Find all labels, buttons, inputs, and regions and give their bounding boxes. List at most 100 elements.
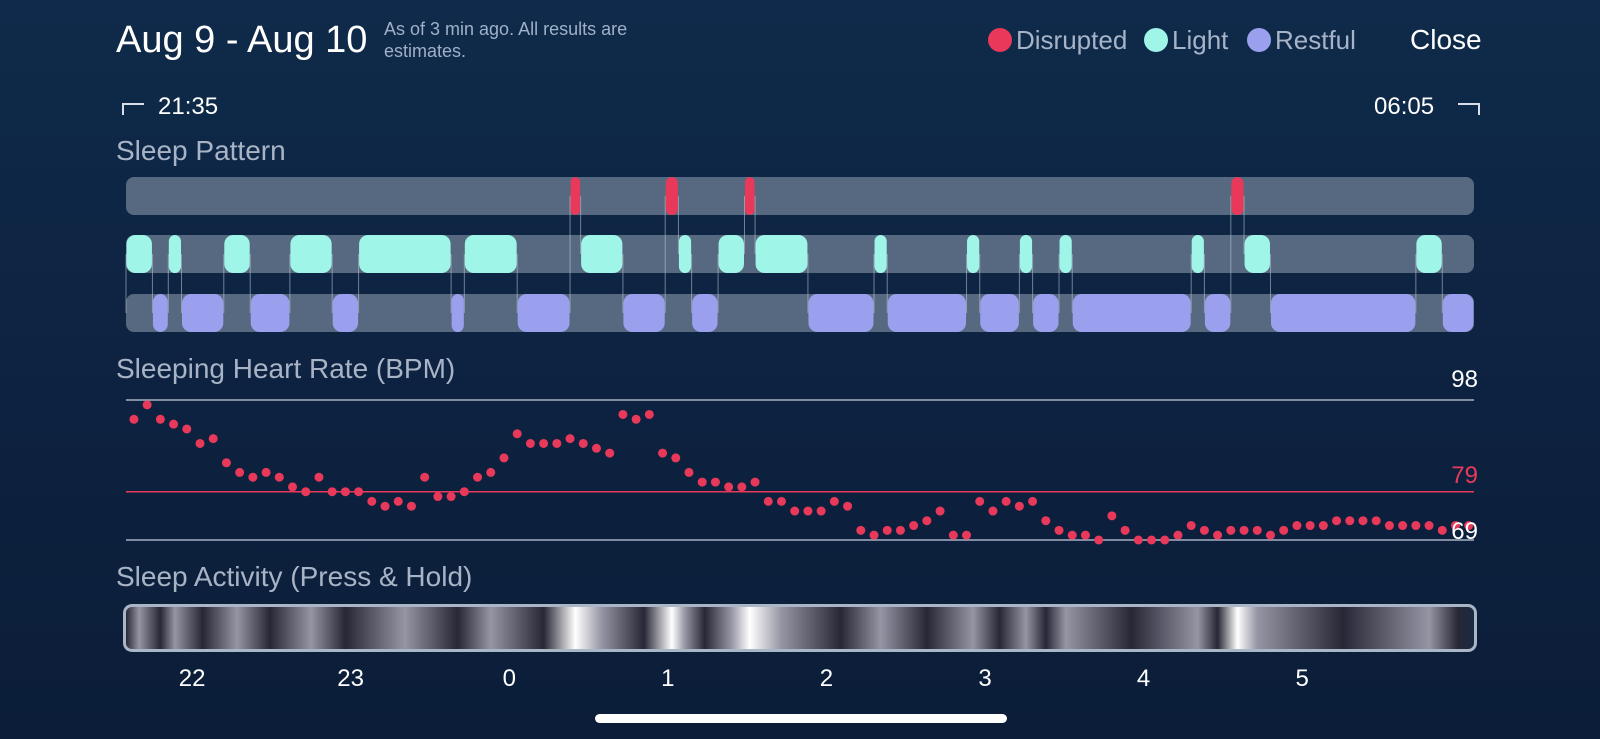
sleep-segment-light bbox=[678, 235, 692, 273]
heart-rate-point bbox=[1067, 530, 1077, 540]
heart-rate-point bbox=[565, 434, 575, 444]
hr-min-label: 69 bbox=[1451, 518, 1478, 545]
heart-rate-point bbox=[856, 525, 866, 535]
heart-rate-point bbox=[1080, 530, 1090, 540]
heart-rate-point bbox=[327, 487, 337, 497]
heart-rate-point bbox=[895, 525, 905, 535]
sleep-segment-light bbox=[1019, 235, 1033, 273]
heart-rate-point bbox=[1173, 530, 1183, 540]
sleep-segment-disrupted bbox=[570, 177, 581, 215]
heart-rate-point bbox=[1094, 535, 1104, 545]
heart-rate-point bbox=[1358, 516, 1368, 526]
sleep-segment-disrupted bbox=[665, 177, 678, 215]
heart-rate-point bbox=[552, 438, 562, 448]
sleep-segment-light bbox=[967, 235, 980, 273]
heart-rate-title: Sleeping Heart Rate (BPM) bbox=[116, 353, 456, 384]
heart-rate-point bbox=[578, 438, 588, 448]
heart-rate-point bbox=[129, 414, 139, 424]
heart-rate-point bbox=[314, 472, 324, 482]
sleep-segment-light bbox=[581, 235, 623, 273]
heart-rate-point bbox=[816, 506, 826, 516]
sleep-segment-restful bbox=[887, 294, 967, 332]
heart-rate-point bbox=[935, 506, 945, 516]
hour-tick-label: 23 bbox=[337, 665, 365, 692]
sleep-segment-restful bbox=[332, 294, 359, 332]
heart-rate-point bbox=[393, 496, 403, 506]
heart-rate-point bbox=[1028, 496, 1038, 506]
sleep-segment-disrupted bbox=[1231, 177, 1244, 215]
heart-rate-point bbox=[737, 482, 747, 492]
hour-tick-label: 1 bbox=[661, 665, 675, 692]
heart-rate-point bbox=[763, 496, 773, 506]
hour-tick-label: 4 bbox=[1136, 665, 1151, 692]
heart-rate-point bbox=[1371, 516, 1381, 526]
sleep-segment-restful bbox=[808, 294, 874, 332]
heart-rate-point bbox=[354, 487, 364, 497]
estimate-note: As of 3 min ago. All results are estimat… bbox=[384, 19, 628, 61]
heart-rate-point bbox=[1147, 535, 1157, 545]
sleep-segment-light bbox=[755, 235, 808, 273]
sleep-segment-restful bbox=[623, 294, 665, 332]
heart-rate-point bbox=[1001, 496, 1011, 506]
legend-disrupted: Disrupted bbox=[988, 24, 1127, 56]
heart-rate-point bbox=[671, 453, 681, 463]
heart-rate-point bbox=[618, 409, 628, 419]
sleep-segment-light bbox=[718, 235, 744, 273]
heart-rate-point bbox=[1464, 521, 1474, 531]
heart-rate-point bbox=[975, 496, 985, 506]
sleep-segment-restful bbox=[1270, 294, 1416, 332]
heart-rate-point bbox=[1252, 525, 1262, 535]
heart-rate-point bbox=[605, 448, 615, 458]
sleep-activity-title: Sleep Activity (Press & Hold) bbox=[116, 561, 473, 592]
sleep-segment-light bbox=[290, 235, 332, 273]
sleep-segment-restful bbox=[517, 294, 570, 332]
heart-rate-point bbox=[1041, 516, 1051, 526]
sleep-segment-restful bbox=[1204, 294, 1231, 332]
heart-rate-point bbox=[539, 438, 549, 448]
hour-tick-label: 5 bbox=[1295, 665, 1309, 692]
sleep-segment-restful bbox=[451, 294, 464, 332]
sleep-segment-restful bbox=[182, 294, 224, 332]
sleep-segment-light bbox=[168, 235, 182, 273]
heart-rate-point bbox=[869, 530, 879, 540]
heart-rate-point bbox=[340, 487, 350, 497]
hr-avg-label: 79 bbox=[1451, 462, 1478, 489]
heart-rate-point bbox=[988, 506, 998, 516]
heart-rate-point bbox=[499, 453, 509, 463]
heart-rate-point bbox=[446, 492, 456, 502]
heart-rate-point bbox=[843, 501, 853, 511]
close-button[interactable]: Close bbox=[1410, 24, 1482, 55]
heart-rate-point bbox=[631, 414, 641, 424]
heart-rate-point bbox=[776, 496, 786, 506]
sleep-segment-restful bbox=[1072, 294, 1191, 332]
sleep-segment-light bbox=[464, 235, 517, 273]
heart-rate-point bbox=[697, 477, 707, 487]
hr-max-label: 98 bbox=[1451, 366, 1478, 393]
start-time: 21:35 bbox=[158, 93, 219, 120]
sleep-segment-restful bbox=[152, 294, 168, 332]
heart-rate-point bbox=[1120, 525, 1130, 535]
heart-rate-point bbox=[1450, 521, 1460, 531]
heart-rate-point bbox=[1292, 521, 1302, 531]
heart-rate-point bbox=[790, 506, 800, 516]
sleep-segment-restful bbox=[980, 294, 1019, 332]
sleep-segment-restful bbox=[692, 294, 718, 332]
heart-rate-point bbox=[1411, 521, 1421, 531]
heart-rate-point bbox=[1332, 516, 1342, 526]
heart-rate-point bbox=[221, 458, 231, 468]
sleep-segment-restful bbox=[1033, 294, 1059, 332]
heart-rate-point bbox=[1384, 521, 1394, 531]
heart-rate-point bbox=[473, 472, 483, 482]
home-indicator[interactable] bbox=[595, 714, 1007, 723]
restful-dot-icon bbox=[1247, 28, 1271, 52]
heart-rate-point bbox=[195, 438, 205, 448]
heart-rate-point bbox=[1239, 525, 1249, 535]
heart-rate-point bbox=[301, 487, 311, 497]
heart-rate-point bbox=[962, 530, 972, 540]
heart-rate-point bbox=[367, 496, 377, 506]
heart-rate-point bbox=[1265, 530, 1275, 540]
sleep-activity-heatmap[interactable] bbox=[123, 604, 1477, 652]
heart-rate-point bbox=[1186, 521, 1196, 531]
heart-rate-point bbox=[1305, 521, 1315, 531]
